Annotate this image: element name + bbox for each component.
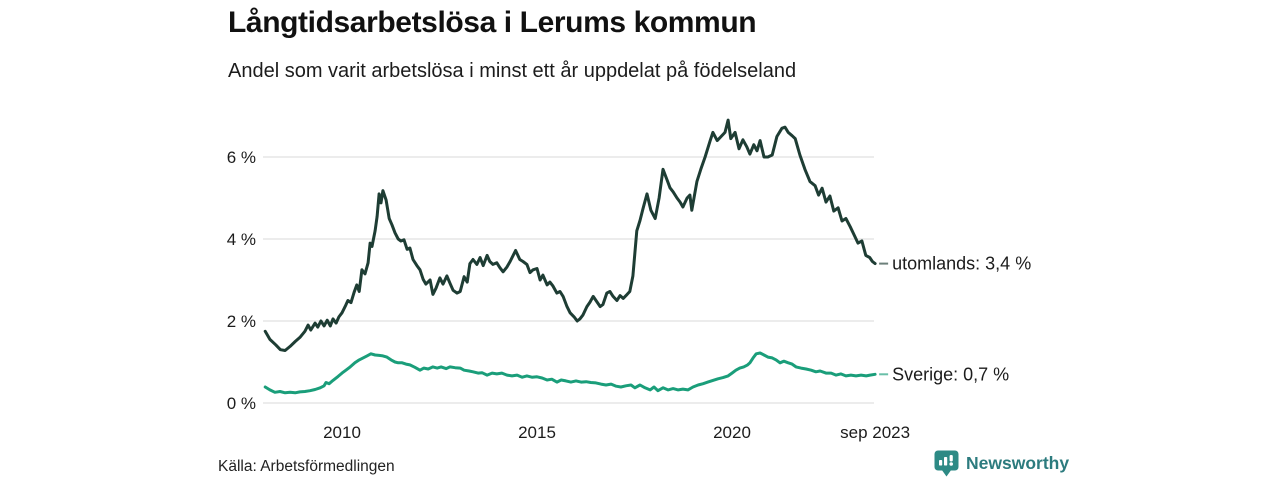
series-line-sverige (263, 351, 877, 395)
brand-logo: Newsworthy (934, 450, 1069, 477)
newsworthy-logo-icon (934, 450, 959, 477)
series-line-utomlands (263, 118, 877, 352)
y-tick-label: 2 % (227, 312, 256, 331)
page-title: Långtidsarbetslösa i Lerums kommun (228, 6, 757, 39)
series-end-label-utomlands: utomlands: 3,4 % (892, 254, 1031, 274)
source-attribution: Källa: Arbetsförmedlingen (218, 458, 395, 475)
x-tick-label: sep 2023 (840, 423, 910, 442)
page-subtitle: Andel som varit arbetslösa i minst ett å… (228, 60, 797, 82)
brand-name: Newsworthy (966, 453, 1070, 473)
y-tick-label: 6 % (227, 148, 256, 167)
series-end-label-sverige: Sverige: 0,7 % (892, 364, 1009, 384)
y-tick-label: 0 % (227, 394, 256, 413)
y-tick-label: 4 % (227, 230, 256, 249)
x-tick-label: 2015 (518, 423, 556, 442)
x-tick-label: 2020 (713, 423, 751, 442)
x-tick-label: 2010 (323, 423, 361, 442)
